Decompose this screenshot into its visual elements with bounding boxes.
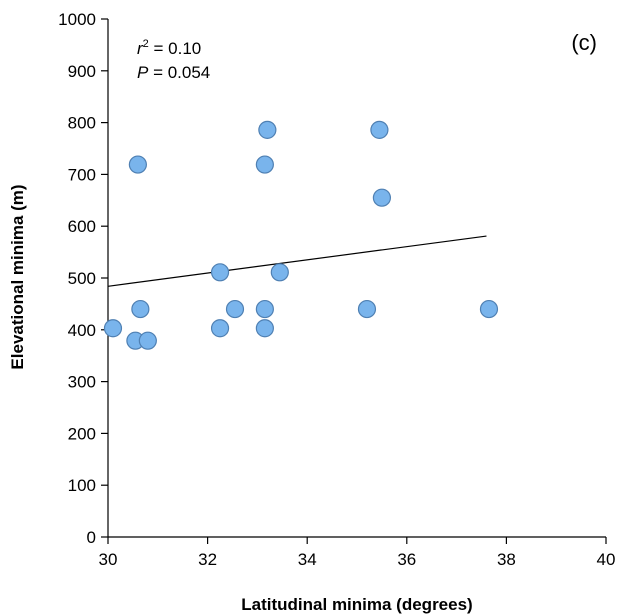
r2-symbol: r <box>137 39 144 58</box>
p-symbol: P <box>137 63 149 82</box>
y-tick-label: 800 <box>68 114 96 133</box>
data-point <box>258 120 277 139</box>
x-axis-ticks: 30 32 34 36 38 40 <box>99 537 616 569</box>
y-tick-label: 600 <box>68 217 96 236</box>
y-tick-label: 1000 <box>58 10 96 29</box>
r2-annotation: r2 = 0.10 <box>137 38 201 58</box>
data-point <box>370 120 389 139</box>
x-tick-label: 36 <box>397 550 416 569</box>
data-point <box>103 319 123 338</box>
x-tick-label: 40 <box>597 550 616 569</box>
y-tick-label: 500 <box>68 269 96 288</box>
data-points <box>103 120 499 350</box>
data-point <box>255 319 274 338</box>
regression-line <box>107 235 487 287</box>
data-point <box>210 319 230 338</box>
y-tick-label: 0 <box>87 528 96 547</box>
data-point <box>255 299 274 319</box>
r2-value: = 0.10 <box>149 39 201 58</box>
data-point <box>138 331 157 350</box>
data-point <box>270 263 289 282</box>
panel-label: (c) <box>571 30 597 55</box>
y-tick-label: 100 <box>68 476 96 495</box>
data-point <box>225 299 245 319</box>
data-point <box>128 155 147 174</box>
x-tick-label: 32 <box>198 550 217 569</box>
data-point <box>131 299 150 319</box>
x-tick-label: 30 <box>99 550 118 569</box>
data-point <box>372 188 391 207</box>
y-tick-label: 300 <box>68 373 96 392</box>
y-tick-label: 200 <box>68 424 96 443</box>
data-point <box>210 263 230 282</box>
p-value: = 0.054 <box>148 63 210 82</box>
p-annotation: P = 0.054 <box>137 63 210 82</box>
y-axis-ticks: 0 100 200 300 400 500 600 700 800 900 1000 <box>58 10 108 547</box>
y-tick-label: 400 <box>68 321 96 340</box>
data-point <box>357 299 377 319</box>
y-tick-label: 900 <box>68 62 96 81</box>
y-axis-title: Elevational minima (m) <box>8 184 27 369</box>
data-point <box>255 155 274 174</box>
x-axis-title: Latitudinal minima (degrees) <box>241 595 472 614</box>
x-tick-label: 34 <box>298 550 317 569</box>
x-tick-label: 38 <box>497 550 516 569</box>
data-point <box>479 299 499 319</box>
y-tick-label: 700 <box>68 165 96 184</box>
r2-superscript: 2 <box>143 38 149 50</box>
